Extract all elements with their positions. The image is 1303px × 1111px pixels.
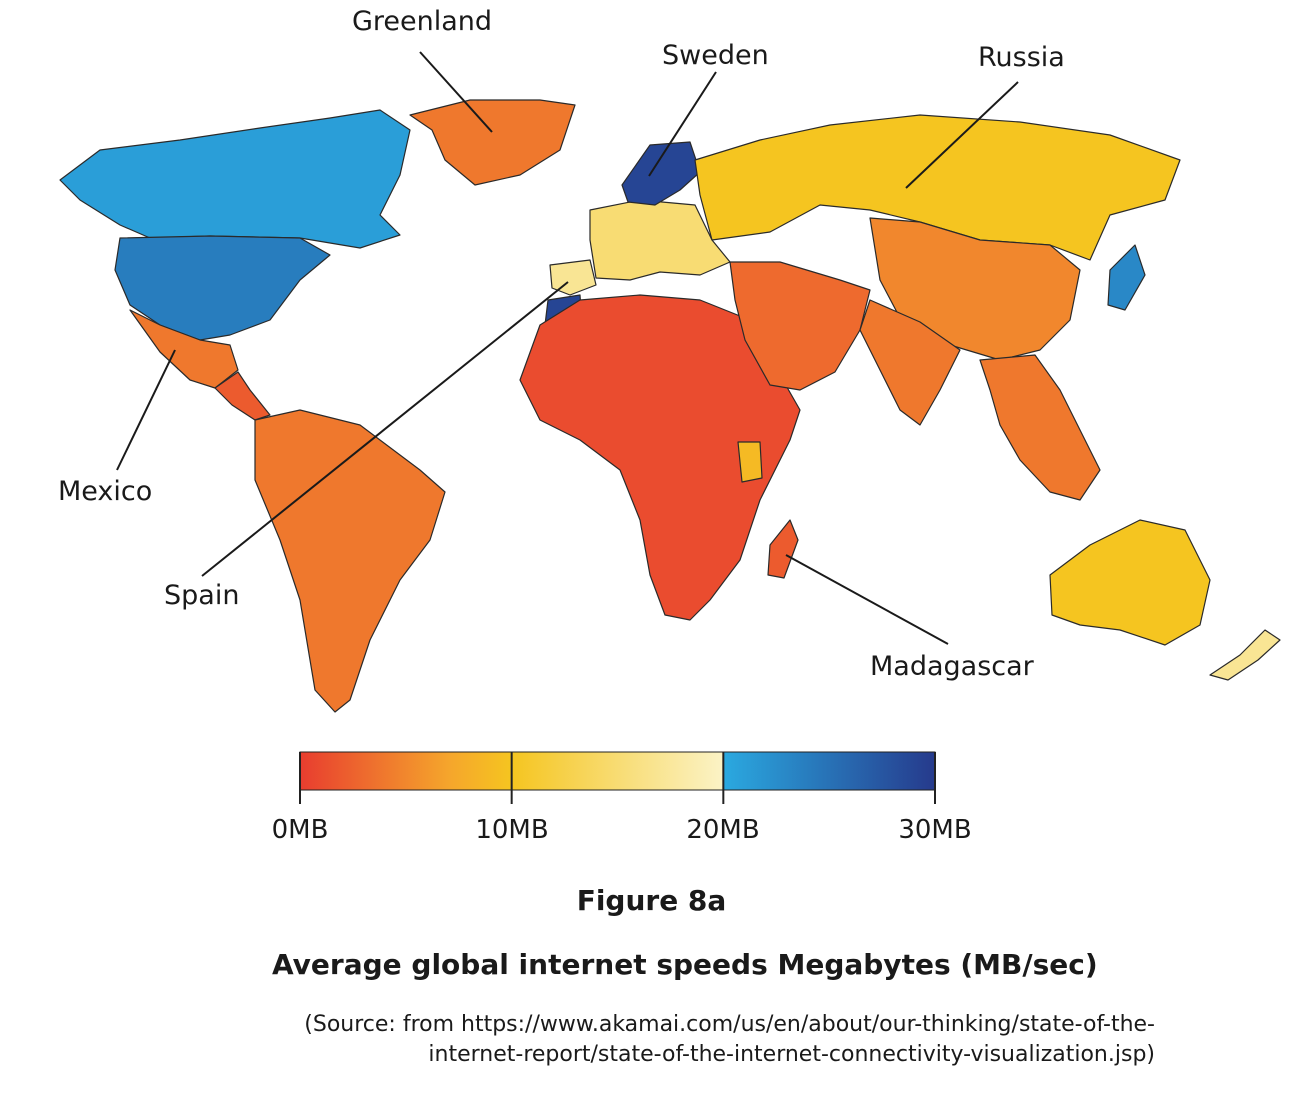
- spain-leader-line: [201, 281, 569, 577]
- legend-tick-label-10: 10MB: [475, 815, 549, 845]
- new-zealand-region: [1209, 629, 1281, 681]
- figure-caption: Average global internet speeds Megabytes…: [272, 948, 1098, 981]
- legend-tick-label-30: 30MB: [898, 815, 972, 845]
- africa-region: [519, 294, 801, 621]
- source-note-line-2: internet-report/state-of-the-internet-co…: [428, 1042, 1155, 1067]
- canada-region: [59, 109, 411, 249]
- mexico-label: Mexico: [58, 476, 153, 507]
- southeast-asia-region: [979, 354, 1101, 501]
- greenland-region: [409, 99, 576, 186]
- sweden-label: Sweden: [662, 40, 769, 71]
- legend-tick-label-0: 0MB: [271, 815, 329, 845]
- russia-region: [694, 114, 1181, 261]
- greenland-label: Greenland: [352, 6, 493, 37]
- legend-color-bar: [299, 751, 936, 791]
- europe-region: [589, 199, 731, 281]
- russia-leader-line: [905, 81, 1019, 189]
- kenya-region: [737, 441, 763, 483]
- sweden-leader-line: [648, 71, 717, 177]
- japan-region: [1107, 244, 1146, 311]
- middle-east-region: [729, 261, 871, 391]
- mexico-leader-line: [116, 349, 176, 471]
- greenland-leader-line: [419, 51, 493, 133]
- spain-label: Spain: [164, 580, 240, 611]
- source-note-line-1: (Source: from https://www.akamai.com/us/…: [304, 1012, 1155, 1037]
- madagascar-region: [767, 519, 799, 579]
- madagascar-leader-line: [785, 554, 949, 645]
- australia-region: [1049, 519, 1211, 646]
- south-america-region: [254, 409, 446, 713]
- figure-title: Figure 8a: [576, 884, 727, 917]
- madagascar-label: Madagascar: [870, 651, 1034, 682]
- central-america-region: [214, 371, 271, 421]
- legend-tick-label-20: 20MB: [686, 815, 760, 845]
- usa-region: [114, 235, 331, 341]
- india-region: [859, 299, 961, 426]
- sweden-region: [621, 141, 701, 206]
- russia-label: Russia: [978, 42, 1065, 73]
